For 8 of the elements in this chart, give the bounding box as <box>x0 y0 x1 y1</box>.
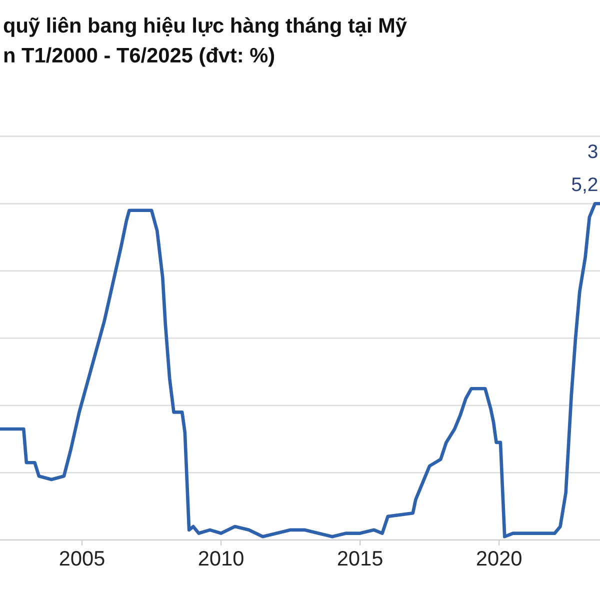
chart-subtitle: n T1/2000 - T6/2025 (đvt: %) <box>4 47 274 67</box>
x-tick-label: 2010 <box>198 550 244 566</box>
text: 3 <box>588 144 598 158</box>
x-tick-label: 2015 <box>338 550 382 566</box>
x-tick-label: 2005 <box>60 550 104 566</box>
x-tick-label: 2020 <box>476 550 522 566</box>
chart-title: quỹ liên bang hiệu lực hàng tháng tại Mỹ <box>4 17 407 37</box>
text: 5,2 <box>572 177 598 194</box>
